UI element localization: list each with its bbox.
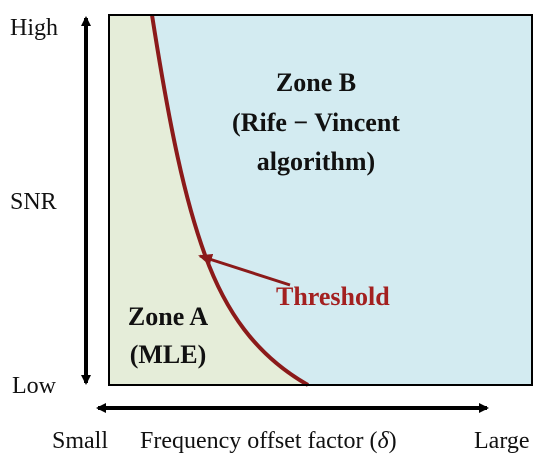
plot-frame [108,14,533,386]
zone-a-subtitle: (MLE) [130,340,207,369]
y-axis-label: SNR [10,189,57,215]
zone-a-region [109,15,308,385]
x-axis-label-symbol: δ [377,428,389,454]
x-axis-small-label: Small [52,428,108,454]
zone-b-subtitle: (Rife − Vincent [232,108,400,137]
threshold-pointer-arrow [198,253,291,287]
zone-a-title: Zone A [128,302,208,331]
threshold-label: Threshold [276,282,390,311]
x-axis-label-close: ) [389,428,397,454]
y-axis-low-label: Low [12,373,57,399]
x-axis-large-label: Large [474,428,530,454]
zone-b-subtitle-2: algorithm) [257,147,375,176]
y-axis-high-label: High [10,15,58,41]
x-axis-label: Frequency offset factor (δ) [140,428,397,454]
x-axis-label-text: Frequency offset factor ( [140,428,377,454]
zone-b-title: Zone B [276,68,356,97]
